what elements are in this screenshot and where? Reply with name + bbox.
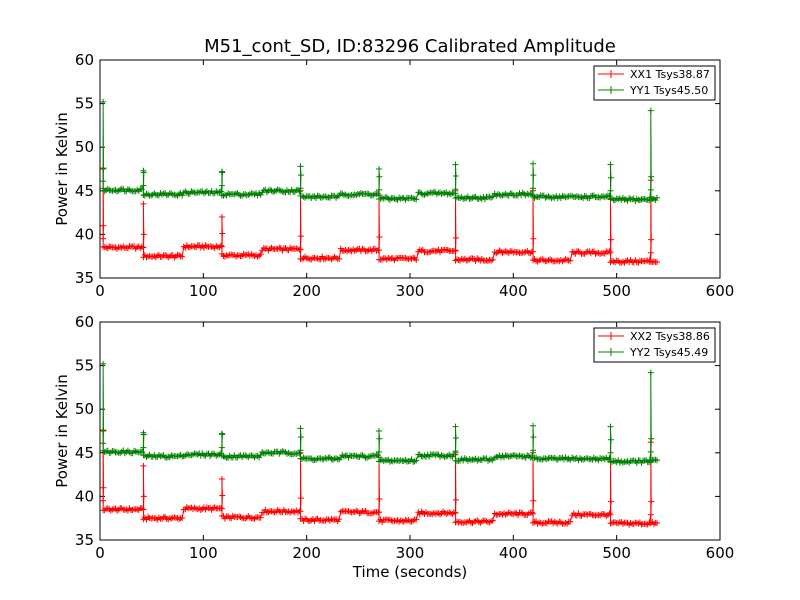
bottom-legend-box	[593, 327, 716, 363]
bottom-series-layer	[100, 360, 660, 528]
bottom-x-ticks: 0 100 200 300 400 500 600	[95, 322, 734, 562]
top-y-tick-label: 50	[75, 138, 94, 156]
top-series-xx	[100, 166, 660, 266]
top-x-tick-label: 500	[602, 282, 631, 300]
top-legend-yy-label: YY1 Tsys45.50	[629, 84, 708, 97]
top-legend-yy-marker	[607, 86, 615, 94]
top-x-tick-label: 400	[499, 282, 528, 300]
chart-title: M51_cont_SD, ID:83296 Calibrated Amplitu…	[204, 36, 616, 57]
bot-x-tick-label: 500	[602, 544, 631, 562]
top-series-markers	[100, 98, 660, 204]
bot-x-tick-label: 100	[189, 544, 218, 562]
bottom-legend-yy-label: YY2 Tsys45.49	[629, 346, 708, 359]
bottom-legend: XX2 Tsys38.86 YY2 Tsys45.49	[593, 327, 716, 363]
bot-series-line	[102, 363, 658, 464]
bot-x-tick-label: 600	[706, 544, 735, 562]
top-x-tick-label: 100	[189, 282, 218, 300]
top-y-tick-label: 35	[75, 269, 94, 287]
top-y-tick-label: 45	[75, 182, 94, 200]
top-x-tick-label: 300	[396, 282, 425, 300]
top-y-tick-label: 55	[75, 95, 94, 113]
top-legend-xx-label: XX1 Tsys38.87	[630, 68, 710, 81]
bottom-legend-xx-marker	[607, 332, 615, 340]
top-series-line	[102, 101, 658, 202]
top-series-markers	[100, 166, 660, 266]
bottom-y-axis-label: Power in Kelvin	[53, 374, 71, 488]
bot-y-tick-label: 50	[75, 400, 94, 418]
top-x-ticks: 0 100 200 300 400 500 600	[95, 60, 734, 300]
bottom-legend-xx-label: XX2 Tsys38.86	[630, 330, 710, 343]
bot-x-tick-label: 0	[95, 544, 105, 562]
bot-series-xx	[100, 428, 660, 528]
top-plot: 0 100 200 300 400 500 600 35 40 45 50 55 60 Power i…	[53, 51, 734, 300]
top-series-layer	[100, 98, 660, 266]
top-x-tick-label: 0	[95, 282, 105, 300]
bottom-plot: 0 100 200 300 400 500 600 35 40 45 50 55 60 Power i…	[53, 313, 734, 581]
top-x-tick-label: 200	[292, 282, 321, 300]
bot-y-tick-label: 45	[75, 444, 94, 462]
top-legend-box	[593, 65, 716, 101]
top-y-tick-label: 40	[75, 225, 94, 243]
bot-x-tick-label: 300	[396, 544, 425, 562]
top-y-tick-label: 60	[75, 51, 94, 69]
bot-series-markers	[100, 360, 660, 466]
top-legend-xx-marker	[607, 70, 615, 78]
top-x-tick-label: 600	[706, 282, 735, 300]
top-y-ticks: 35 40 45 50 55 60	[75, 51, 720, 287]
bottom-x-axis-label: Time (seconds)	[352, 563, 468, 581]
bot-y-tick-label: 55	[75, 357, 94, 375]
bot-y-tick-label: 60	[75, 313, 94, 331]
bot-series-markers	[100, 428, 660, 528]
top-legend: XX1 Tsys38.87 YY1 Tsys45.50	[593, 65, 716, 101]
bot-series-yy	[100, 360, 660, 466]
top-series-line	[102, 168, 658, 264]
bot-x-tick-label: 400	[499, 544, 528, 562]
bottom-y-ticks: 35 40 45 50 55 60	[75, 313, 720, 549]
bot-y-tick-label: 35	[75, 531, 94, 549]
top-y-axis-label: Power in Kelvin	[53, 112, 71, 226]
bot-x-tick-label: 200	[292, 544, 321, 562]
top-series-yy	[100, 98, 660, 204]
bot-y-tick-label: 40	[75, 487, 94, 505]
bottom-legend-yy-marker	[607, 348, 615, 356]
